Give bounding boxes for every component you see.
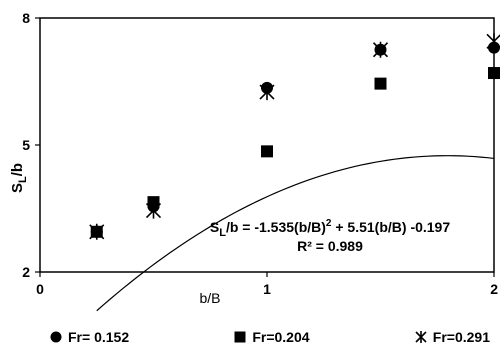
data-point-star	[486, 33, 500, 50]
data-point-star	[259, 84, 275, 101]
y-axis-label: SL/b	[9, 163, 29, 193]
plot-area	[39, 17, 495, 273]
x-tick-label: 2	[490, 281, 498, 297]
data-point-square	[147, 196, 160, 209]
data-point-square	[261, 145, 273, 158]
data-point-star	[372, 41, 389, 58]
x-tick-label: 0	[36, 281, 44, 297]
x-tick-label: 1	[263, 281, 271, 297]
legend-label: Fr=0.291	[432, 329, 490, 345]
y-tick-labels: 2 5 8	[22, 10, 30, 280]
legend: Fr= 0.152 Fr=0.204 Fr=0.291	[50, 326, 490, 348]
data-point-square	[374, 77, 387, 90]
data-points	[89, 33, 500, 240]
trendline	[96, 155, 495, 312]
data-point-star	[145, 202, 162, 219]
r-squared-label: R² = 0.989	[297, 238, 363, 254]
y-tick-label: 2	[22, 264, 30, 280]
tick-marks	[35, 17, 495, 277]
data-point-square	[488, 67, 500, 80]
legend-label: Fr= 0.152	[68, 329, 130, 345]
star-marker-icon	[415, 331, 427, 343]
y-tick-label: 8	[22, 10, 30, 26]
x-tick-labels: 0 1 2	[36, 281, 498, 297]
legend-label: Fr=0.204	[252, 329, 310, 345]
y-tick-label: 5	[22, 137, 30, 153]
trendline-equation: SL/b = -1.535(b/B)2 + 5.51(b/B) -0.197	[210, 218, 450, 239]
square-marker-icon	[234, 331, 246, 343]
legend-item-fr-0-152: Fr= 0.152	[50, 329, 129, 345]
x-axis-label: b/B	[199, 290, 220, 306]
data-point-star	[89, 223, 105, 240]
circle-marker-icon	[50, 331, 62, 343]
legend-item-fr-0-204: Fr=0.204	[234, 329, 310, 345]
legend-item-fr-0-291: Fr=0.291	[415, 329, 490, 345]
